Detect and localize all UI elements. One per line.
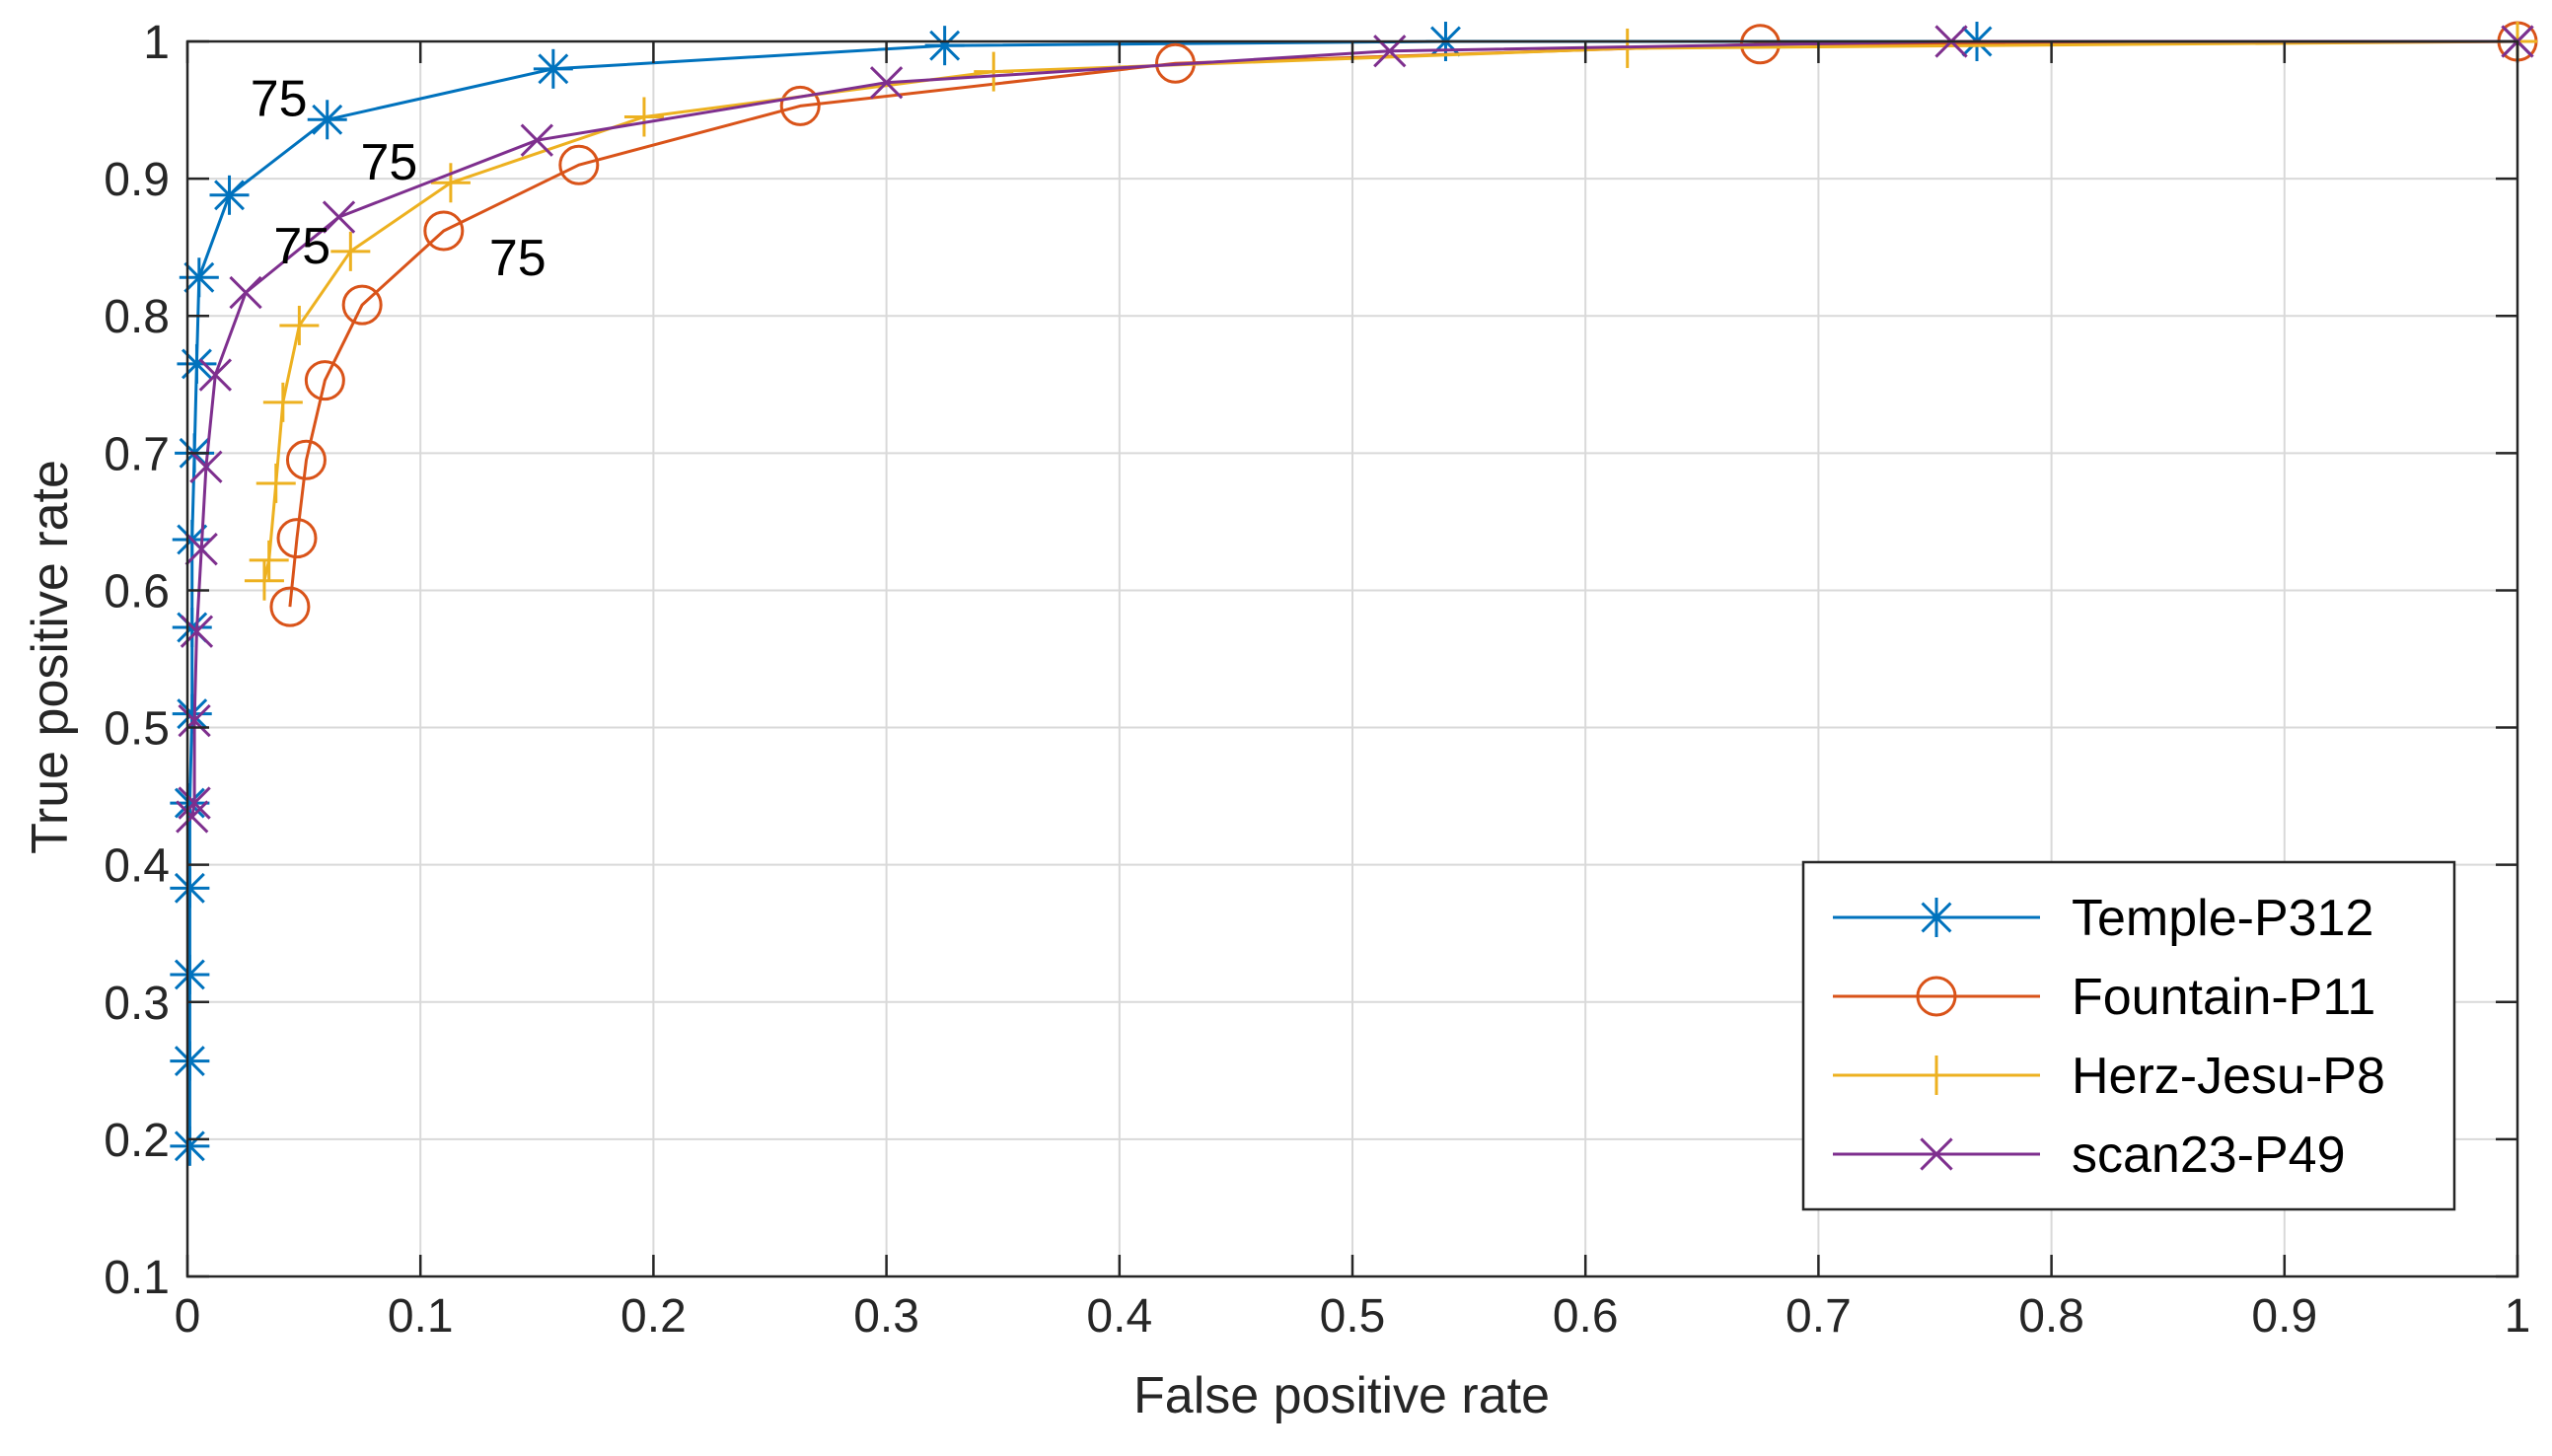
legend-marker — [1917, 1056, 1956, 1095]
y-tick-label: 0.2 — [104, 1115, 170, 1167]
y-tick-label: 0.7 — [104, 428, 170, 480]
scan23-p49-point — [178, 703, 211, 738]
x-tick-label: 0.9 — [2251, 1290, 2317, 1343]
x-tick-label: 0.1 — [388, 1290, 454, 1343]
fountain-p11-point — [276, 518, 318, 559]
legend-label: scan23-P49 — [2072, 1127, 2346, 1184]
herz-jesu-p8-point — [974, 51, 1014, 92]
y-axis-title: True positive rate — [22, 460, 79, 854]
temple-p312-point — [533, 48, 573, 89]
herz-jesu-p8-point — [279, 305, 320, 345]
legend-box — [1801, 860, 2456, 1211]
scan23-p49-point — [189, 450, 223, 483]
x-tick-label: 0 — [175, 1290, 201, 1343]
y-tick-label: 0.4 — [104, 840, 170, 893]
scan23-p49-point — [176, 800, 209, 834]
legend-label: Herz-Jesu-P8 — [2072, 1048, 2385, 1105]
series-scan23-p49 — [176, 25, 2534, 834]
legend-entry-temple-p312: Temple-P312 — [1833, 890, 2373, 947]
y-tick-label: 0.3 — [104, 978, 170, 1030]
fountain-p11-point — [423, 210, 465, 252]
temple-p312-point — [209, 175, 250, 215]
temple-p312-point — [170, 868, 210, 909]
scan23-p49-point — [520, 123, 553, 157]
legend-marker — [1920, 1137, 1953, 1171]
temple-p312-point — [179, 257, 219, 298]
y-tick-label: 1 — [143, 17, 170, 69]
fountain-p11-point — [341, 284, 383, 326]
y-tick-label: 0.6 — [104, 565, 170, 618]
legend-label: Temple-P312 — [2072, 890, 2373, 947]
tick-marks — [185, 39, 2519, 1278]
herz-jesu-p8-point — [623, 97, 664, 137]
annotations: 75 75 75 75 — [251, 70, 547, 287]
legend-marker — [1917, 898, 1956, 937]
x-tick-label: 0.6 — [1553, 1290, 1619, 1343]
legend-entry-scan23-p49: scan23-P49 — [1833, 1127, 2346, 1184]
fountain-p11-point — [269, 586, 311, 627]
x-tick-label: 0.4 — [1086, 1290, 1152, 1343]
y-tick-label: 0.9 — [104, 154, 170, 206]
x-axis-title: False positive rate — [1133, 1367, 1550, 1424]
scan23-p49-line — [190, 39, 2517, 818]
fountain-p11-point — [779, 85, 821, 126]
scan23-p49-point — [869, 66, 904, 100]
herz-jesu-p8-point — [244, 560, 284, 601]
legend: Temple-P312 Fountain-P11 Herz-Jesu-P8 scan2… — [1801, 860, 2456, 1211]
herz-jesu-p8-point — [430, 163, 471, 203]
scan23-p49-point — [229, 275, 262, 310]
annotation-label: 75 — [361, 134, 418, 191]
scan23-p49-point — [198, 358, 233, 392]
temple-p312-point — [170, 783, 210, 824]
scan23-p49-point — [322, 200, 356, 234]
fountain-p11-point — [558, 144, 600, 185]
y-tick-label: 0.8 — [104, 291, 170, 343]
y-tick-labels: 0.1 0.2 0.3 0.4 0.5 0.6 0.7 0.8 0.9 1 — [104, 17, 170, 1304]
temple-p312-point — [924, 26, 965, 66]
series-layer — [170, 21, 2538, 1166]
annotation-label: 75 — [489, 230, 547, 287]
temple-p312-point — [307, 100, 347, 140]
fountain-p11-point — [285, 439, 327, 480]
x-tick-label: 0.3 — [853, 1290, 919, 1343]
herz-jesu-p8-point — [262, 382, 303, 422]
scan23-p49-point — [184, 533, 218, 566]
herz-jesu-p8-point — [330, 231, 371, 271]
legend-marker — [1916, 976, 1957, 1017]
x-tick-label: 1 — [2505, 1290, 2531, 1343]
legend-label: Fountain-P11 — [2072, 969, 2375, 1026]
legend-entry-fountain-p11: Fountain-P11 — [1833, 969, 2375, 1026]
herz-jesu-p8-point — [255, 463, 296, 503]
fountain-p11-point — [304, 360, 345, 401]
x-tick-labels: 0 0.1 0.2 0.3 0.4 0.5 0.6 0.7 0.8 0.9 1 — [175, 1290, 2531, 1343]
temple-p312-point — [170, 1041, 210, 1081]
annotation-label: 75 — [273, 218, 330, 275]
temple-p312-point — [170, 1126, 210, 1166]
temple-p312-point — [170, 954, 210, 994]
x-tick-label: 0.2 — [620, 1290, 687, 1343]
y-tick-label: 0.1 — [104, 1252, 170, 1304]
annotation-label: 75 — [251, 70, 308, 127]
herz-jesu-p8-point — [249, 540, 289, 580]
legend-entry-herz-jesu-p8: Herz-Jesu-P8 — [1833, 1048, 2385, 1105]
x-tick-label: 0.5 — [1320, 1290, 1386, 1343]
x-tick-label: 0.8 — [2018, 1290, 2084, 1343]
y-tick-label: 0.5 — [104, 703, 170, 756]
x-tick-label: 0.7 — [1786, 1290, 1852, 1343]
scan23-p49-point — [178, 786, 211, 820]
